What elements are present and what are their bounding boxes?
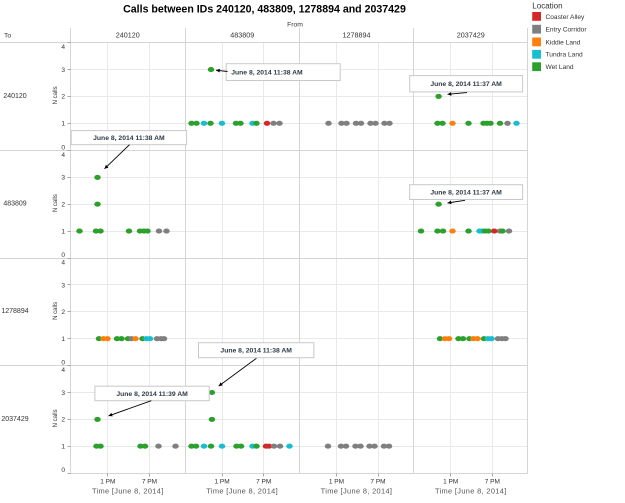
svg-text:To: To xyxy=(4,33,11,40)
svg-text:1 PM: 1 PM xyxy=(329,479,344,486)
svg-text:3: 3 xyxy=(61,282,65,289)
svg-text:Coaster Alley: Coaster Alley xyxy=(546,14,586,21)
svg-text:0: 0 xyxy=(61,360,65,367)
svg-text:Wet Land: Wet Land xyxy=(546,64,574,71)
svg-text:3: 3 xyxy=(61,390,65,397)
svg-text:June 8, 2014 11:38 AM: June 8, 2014 11:38 AM xyxy=(93,135,165,142)
svg-text:4: 4 xyxy=(61,44,65,51)
svg-text:3: 3 xyxy=(61,67,65,74)
svg-text:June 8, 2014 11:38 AM: June 8, 2014 11:38 AM xyxy=(220,348,292,355)
svg-text:June 8, 2014 11:39 AM: June 8, 2014 11:39 AM xyxy=(116,391,188,398)
svg-text:Kiddie Land: Kiddie Land xyxy=(546,39,581,46)
svg-text:Calls between IDs 240120, 4838: Calls between IDs 240120, 483809, 127889… xyxy=(123,4,406,16)
svg-text:Location: Location xyxy=(532,2,562,11)
svg-text:240120: 240120 xyxy=(116,31,140,40)
svg-text:0: 0 xyxy=(61,252,65,259)
svg-text:N calls: N calls xyxy=(53,302,59,320)
svg-text:7 PM: 7 PM xyxy=(256,479,271,486)
svg-text:Entry Corridor: Entry Corridor xyxy=(546,27,588,34)
svg-text:N calls: N calls xyxy=(53,86,59,104)
svg-text:June 8, 2014 11:38 AM: June 8, 2014 11:38 AM xyxy=(231,70,303,77)
svg-text:2037429: 2037429 xyxy=(457,31,485,40)
svg-text:7 PM: 7 PM xyxy=(485,479,500,486)
svg-text:7 PM: 7 PM xyxy=(370,479,385,486)
svg-text:Time [June 8, 2014]: Time [June 8, 2014] xyxy=(321,487,393,496)
svg-text:N calls: N calls xyxy=(53,409,59,427)
svg-text:N calls: N calls xyxy=(53,194,59,212)
svg-text:1278894: 1278894 xyxy=(343,31,371,40)
svg-text:1 PM: 1 PM xyxy=(215,479,230,486)
svg-text:1 PM: 1 PM xyxy=(443,479,458,486)
svg-text:240120: 240120 xyxy=(3,93,26,100)
svg-text:2037429: 2037429 xyxy=(1,416,28,423)
svg-text:1278894: 1278894 xyxy=(1,308,28,315)
svg-text:From: From xyxy=(287,22,303,29)
svg-text:7 PM: 7 PM xyxy=(142,479,157,486)
svg-text:4: 4 xyxy=(61,260,65,267)
svg-text:2: 2 xyxy=(61,202,65,209)
svg-text:Time [June 8, 2014]: Time [June 8, 2014] xyxy=(92,487,164,496)
svg-text:483809: 483809 xyxy=(230,31,254,40)
svg-text:Time [June 8, 2014]: Time [June 8, 2014] xyxy=(206,487,278,496)
svg-text:June 8, 2014 11:37 AM: June 8, 2014 11:37 AM xyxy=(430,81,502,88)
svg-text:2: 2 xyxy=(61,94,65,101)
svg-text:4: 4 xyxy=(61,367,65,374)
svg-text:June 8, 2014 11:37 AM: June 8, 2014 11:37 AM xyxy=(430,190,502,197)
svg-text:1: 1 xyxy=(61,336,65,343)
svg-text:483809: 483809 xyxy=(3,201,26,208)
svg-text:1: 1 xyxy=(61,121,65,128)
svg-text:3: 3 xyxy=(61,175,65,182)
svg-text:1: 1 xyxy=(61,228,65,235)
svg-text:Time [June 8, 2014]: Time [June 8, 2014] xyxy=(435,487,507,496)
svg-text:2: 2 xyxy=(61,417,65,424)
svg-text:Tundra Land: Tundra Land xyxy=(546,52,583,59)
svg-text:1: 1 xyxy=(61,444,65,451)
svg-text:4: 4 xyxy=(61,152,65,159)
svg-text:0: 0 xyxy=(61,467,65,474)
svg-text:1 PM: 1 PM xyxy=(100,479,115,486)
svg-text:0: 0 xyxy=(61,144,65,151)
svg-text:2: 2 xyxy=(61,309,65,316)
